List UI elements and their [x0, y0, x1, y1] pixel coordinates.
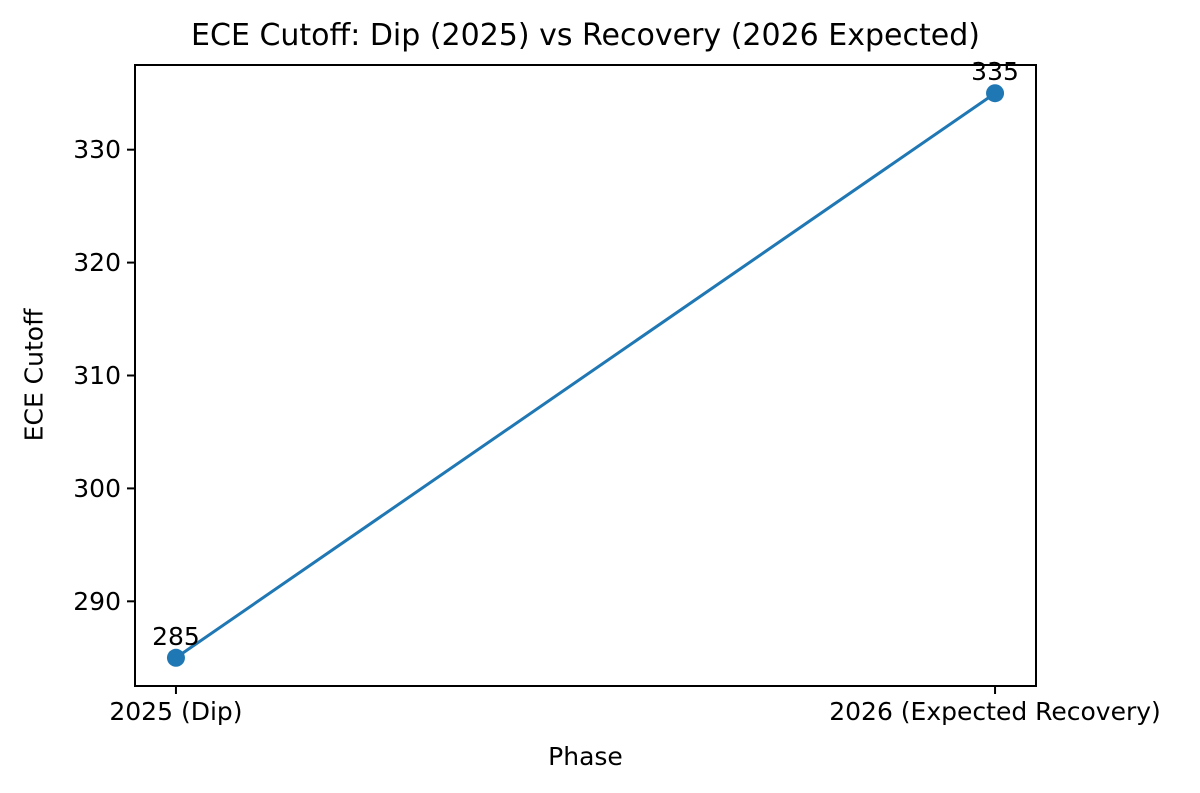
x-tick-label: 2025 (Dip) — [109, 697, 242, 726]
y-tick-label: 300 — [73, 474, 121, 503]
y-tick-label: 290 — [73, 587, 121, 616]
chart-title: ECE Cutoff: Dip (2025) vs Recovery (2026… — [191, 18, 980, 53]
x-tick-label: 2026 (Expected Recovery) — [829, 697, 1161, 726]
y-axis-label: ECE Cutoff — [19, 308, 49, 442]
y-tick-label: 320 — [73, 248, 121, 277]
data-point-label: 285 — [152, 622, 200, 651]
data-point — [986, 84, 1005, 103]
x-axis-label: Phase — [548, 742, 623, 771]
y-tick-label: 310 — [73, 361, 121, 390]
y-tick-label: 330 — [73, 135, 121, 164]
data-point — [166, 648, 185, 667]
data-line — [174, 91, 997, 660]
data-point-label: 335 — [971, 57, 1019, 86]
